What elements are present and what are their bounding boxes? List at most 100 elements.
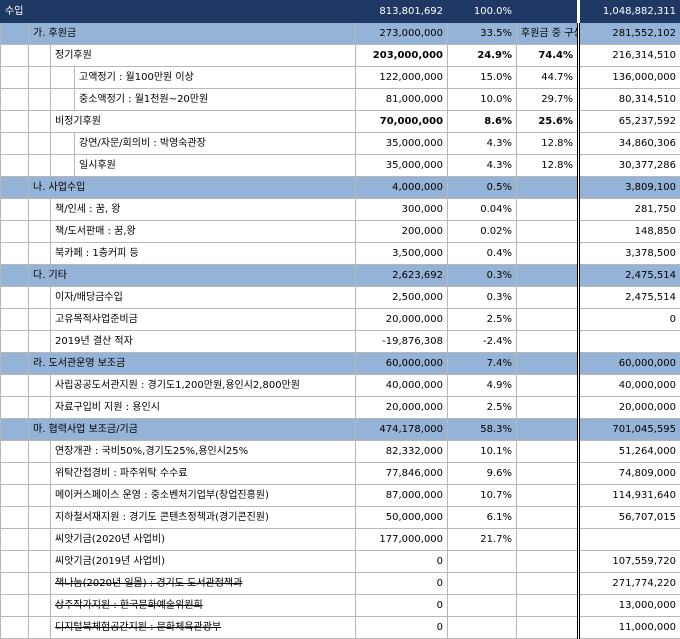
percent-cell[interactable]: 58.3%: [448, 419, 517, 441]
amount-cell[interactable]: -19,876,308: [356, 331, 448, 353]
row-label[interactable]: 이자/배당금수입: [51, 287, 356, 309]
ratio-cell[interactable]: [517, 419, 579, 441]
ratio-cell[interactable]: [517, 1, 579, 23]
indent-cell[interactable]: [1, 67, 29, 89]
indent-cell[interactable]: [1, 419, 29, 441]
amount-cell[interactable]: 81,000,000: [356, 89, 448, 111]
row-label[interactable]: 수입: [1, 1, 356, 23]
indent-cell[interactable]: [29, 441, 51, 463]
percent-cell[interactable]: 9.6%: [448, 463, 517, 485]
percent-cell[interactable]: 4.3%: [448, 155, 517, 177]
prev-year-cell[interactable]: 13,000,000: [579, 595, 680, 617]
indent-cell[interactable]: [1, 617, 29, 639]
indent-cell[interactable]: [29, 199, 51, 221]
amount-cell[interactable]: 177,000,000: [356, 529, 448, 551]
indent-cell[interactable]: [51, 67, 75, 89]
row-label[interactable]: 고유목적사업준비금: [51, 309, 356, 331]
row-label[interactable]: 고액정기 : 월100만원 이상: [75, 67, 356, 89]
row-label[interactable]: 책/인세 : 꿈, 왕: [51, 199, 356, 221]
prev-year-cell[interactable]: 281,552,102: [579, 23, 680, 45]
indent-cell[interactable]: [1, 221, 29, 243]
prev-year-cell[interactable]: 65,237,592: [579, 111, 680, 133]
percent-cell[interactable]: 4.3%: [448, 133, 517, 155]
prev-year-cell[interactable]: 74,809,000: [579, 463, 680, 485]
ratio-cell[interactable]: 29.7%: [517, 89, 579, 111]
prev-year-cell[interactable]: 56,707,015: [579, 507, 680, 529]
prev-year-cell[interactable]: 34,860,306: [579, 133, 680, 155]
percent-cell[interactable]: 0.04%: [448, 199, 517, 221]
amount-cell[interactable]: 82,332,000: [356, 441, 448, 463]
row-label[interactable]: 위탁간접경비 : 파주위탁 수수료: [51, 463, 356, 485]
row-label[interactable]: 나. 사업수입: [29, 177, 356, 199]
percent-cell[interactable]: 7.4%: [448, 353, 517, 375]
ratio-cell[interactable]: 12.8%: [517, 133, 579, 155]
prev-year-cell[interactable]: 216,314,510: [579, 45, 680, 67]
indent-cell[interactable]: [1, 89, 29, 111]
amount-cell[interactable]: 70,000,000: [356, 111, 448, 133]
indent-cell[interactable]: [1, 507, 29, 529]
amount-cell[interactable]: 2,500,000: [356, 287, 448, 309]
ratio-cell[interactable]: [517, 507, 579, 529]
indent-cell[interactable]: [29, 133, 51, 155]
ratio-cell[interactable]: [517, 331, 579, 353]
row-label[interactable]: 책나눔(2020년 일몰) : 경기도 도서관정책과: [51, 573, 356, 595]
row-label[interactable]: 2019년 결산 적자: [51, 331, 356, 353]
row-label[interactable]: 비정기후원: [51, 111, 356, 133]
indent-cell[interactable]: [29, 243, 51, 265]
row-label[interactable]: 강연/자문/회의비 : 박영숙관장: [75, 133, 356, 155]
indent-cell[interactable]: [1, 485, 29, 507]
row-label[interactable]: 씨앗기금(2020년 사업비): [51, 529, 356, 551]
indent-cell[interactable]: [1, 551, 29, 573]
indent-cell[interactable]: [1, 199, 29, 221]
prev-year-cell[interactable]: 80,314,510: [579, 89, 680, 111]
percent-cell[interactable]: 0.3%: [448, 265, 517, 287]
amount-cell[interactable]: 3,500,000: [356, 243, 448, 265]
prev-year-cell[interactable]: 60,000,000: [579, 353, 680, 375]
indent-cell[interactable]: [29, 529, 51, 551]
indent-cell[interactable]: [1, 595, 29, 617]
amount-cell[interactable]: 0: [356, 617, 448, 639]
row-label[interactable]: 라. 도서관운영 보조금: [29, 353, 356, 375]
indent-cell[interactable]: [1, 287, 29, 309]
amount-cell[interactable]: 273,000,000: [356, 23, 448, 45]
amount-cell[interactable]: 203,000,000: [356, 45, 448, 67]
ratio-cell[interactable]: [517, 309, 579, 331]
prev-year-cell[interactable]: [579, 529, 680, 551]
ratio-cell[interactable]: [517, 177, 579, 199]
indent-cell[interactable]: [29, 485, 51, 507]
percent-cell[interactable]: 8.6%: [448, 111, 517, 133]
ratio-cell[interactable]: [517, 595, 579, 617]
percent-cell[interactable]: 2.5%: [448, 309, 517, 331]
amount-cell[interactable]: 87,000,000: [356, 485, 448, 507]
percent-cell[interactable]: 10.0%: [448, 89, 517, 111]
row-label[interactable]: 연장개관 : 국비50%,경기도25%,용인시25%: [51, 441, 356, 463]
row-label[interactable]: 사립공공도서관지원 : 경기도1,200만원,용인시2,800만원: [51, 375, 356, 397]
indent-cell[interactable]: [1, 243, 29, 265]
prev-year-cell[interactable]: 148,850: [579, 221, 680, 243]
ratio-cell[interactable]: [517, 353, 579, 375]
prev-year-cell[interactable]: 1,048,882,311: [579, 1, 680, 23]
prev-year-cell[interactable]: 3,809,100: [579, 177, 680, 199]
ratio-cell[interactable]: 후원금 중 구성비: [517, 23, 579, 45]
indent-cell[interactable]: [1, 397, 29, 419]
indent-cell[interactable]: [1, 573, 29, 595]
prev-year-cell[interactable]: 30,377,286: [579, 155, 680, 177]
prev-year-cell[interactable]: 2,475,514: [579, 265, 680, 287]
amount-cell[interactable]: 813,801,692: [356, 1, 448, 23]
indent-cell[interactable]: [1, 529, 29, 551]
amount-cell[interactable]: 60,000,000: [356, 353, 448, 375]
row-label[interactable]: 디지털북체험공간지원 : 문화체육관광부: [51, 617, 356, 639]
amount-cell[interactable]: 35,000,000: [356, 155, 448, 177]
ratio-cell[interactable]: [517, 463, 579, 485]
percent-cell[interactable]: [448, 551, 517, 573]
prev-year-cell[interactable]: 20,000,000: [579, 397, 680, 419]
ratio-cell[interactable]: 74.4%: [517, 45, 579, 67]
indent-cell[interactable]: [29, 617, 51, 639]
indent-cell[interactable]: [51, 133, 75, 155]
row-label[interactable]: 중소액정기 : 월1천원~20만원: [75, 89, 356, 111]
amount-cell[interactable]: 300,000: [356, 199, 448, 221]
indent-cell[interactable]: [51, 89, 75, 111]
ratio-cell[interactable]: [517, 529, 579, 551]
prev-year-cell[interactable]: 11,000,000: [579, 617, 680, 639]
row-label[interactable]: 책/도서판매 : 꿈,왕: [51, 221, 356, 243]
